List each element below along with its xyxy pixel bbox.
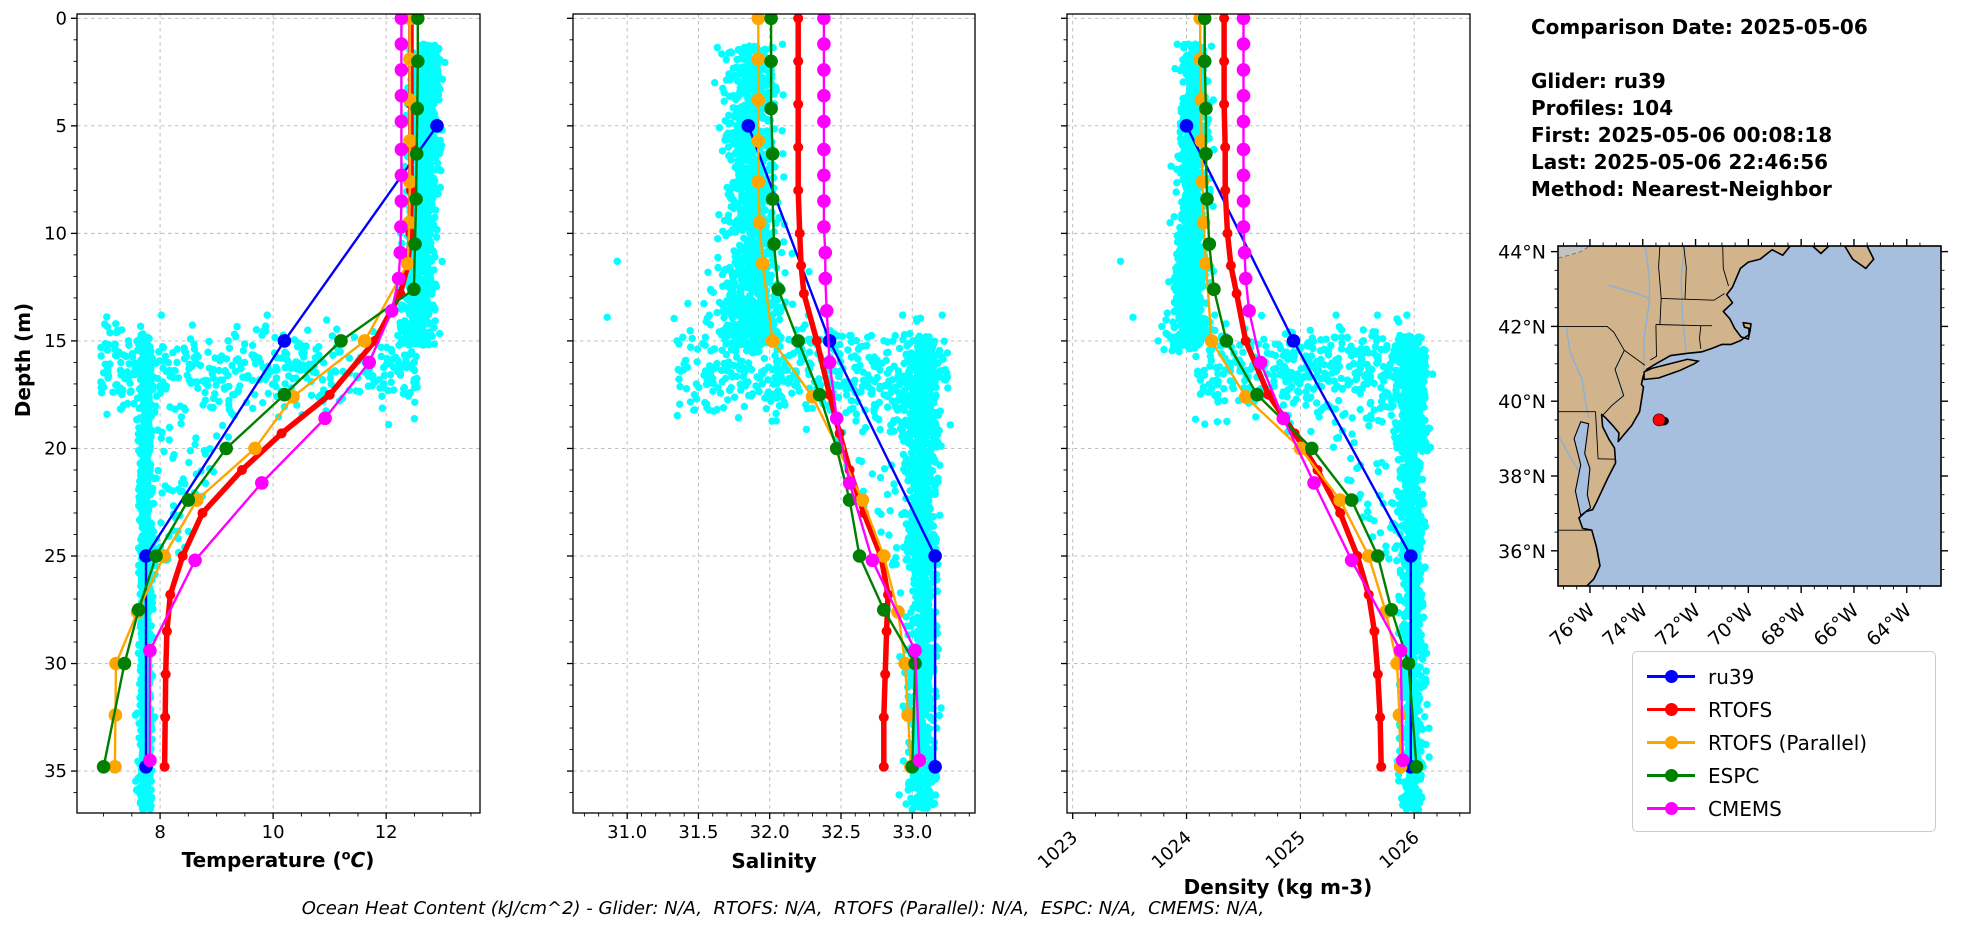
svg-text:5: 5 <box>56 116 67 137</box>
info-line: First: 2025-05-06 00:08:18 <box>1531 123 1833 147</box>
density-panel: 1023 1024 1025 1026 <box>1034 13 1471 873</box>
legend-item-rtofs: RTOFS <box>1647 693 1935 726</box>
legend-label: RTOFS (Parallel) <box>1708 730 1868 755</box>
legend-line-marker-icon <box>1647 769 1695 783</box>
series-ru39 <box>139 119 444 774</box>
svg-text:0: 0 <box>56 8 67 29</box>
map-river <box>1680 246 1687 353</box>
series-rtofs <box>793 14 893 772</box>
legend-line-marker-icon <box>1647 802 1695 816</box>
map-long-island <box>1643 358 1701 381</box>
legend-item-ru39: ru39 <box>1647 660 1935 693</box>
tick-labels: 8 10 12 0 5 10 15 20 25 30 35 <box>44 8 398 843</box>
series-ru39 <box>741 119 942 774</box>
series-espc <box>96 14 425 774</box>
panel-border <box>76 13 481 814</box>
series-rtofs-parallel- <box>751 14 918 774</box>
series-cmems <box>1236 14 1410 768</box>
legend-item-cmems: CMEMS <box>1647 792 1935 825</box>
map-border <box>1557 245 1942 587</box>
axis-ticks <box>1061 17 1461 819</box>
map-state-border <box>1722 246 1729 287</box>
legend-label: ESPC <box>1708 763 1760 788</box>
map-state-border <box>1661 293 1725 301</box>
comparison-info-panel: Comparison Date: 2025-05-06 Glider: ru39… <box>1531 14 1868 203</box>
salinity-panel: 31.0 31.5 32.0 32.5 33.0 <box>567 13 976 843</box>
legend: ru39 RTOFS RTOFS (Parallel) ESPC CMEMS <box>1632 651 1936 832</box>
axis-ticks <box>71 17 472 819</box>
svg-text:12: 12 <box>375 822 398 843</box>
info-line: Glider: ru39 <box>1531 69 1666 93</box>
temp-label-prefix: Temperature ( <box>181 848 342 872</box>
svg-text:10: 10 <box>262 822 285 843</box>
svg-text:20: 20 <box>44 438 67 459</box>
legend-label: CMEMS <box>1708 796 1782 821</box>
legend-line-marker-icon <box>1647 736 1695 750</box>
info-line: Method: Nearest-Neighbor <box>1531 177 1832 201</box>
svg-text:25: 25 <box>44 546 67 567</box>
map-river <box>1642 246 1650 374</box>
svg-text:8: 8 <box>154 822 165 843</box>
panel-border <box>572 13 976 814</box>
y-axis-label: Depth (m) <box>11 302 35 418</box>
axis-ticks <box>567 17 970 819</box>
x-axis-label-temperature: Temperature (oC) <box>128 848 428 872</box>
legend-label: RTOFS <box>1708 697 1773 722</box>
map-state-border <box>1595 411 1599 459</box>
svg-text:10: 10 <box>44 223 67 244</box>
series-cmems <box>817 14 927 768</box>
map-river <box>1558 434 1582 475</box>
svg-text:35: 35 <box>44 761 67 782</box>
temperature-panel: 8 10 12 0 5 10 15 20 25 30 35 <box>44 8 481 843</box>
info-line: Comparison Date: 2025-05-06 <box>1531 15 1868 39</box>
series-rtofs <box>1219 14 1387 772</box>
ocean-heat-content-note: Ocean Heat Content (kJ/cm^2) - Glider: N… <box>301 898 1265 919</box>
map-river <box>1608 284 1650 300</box>
svg-text:15: 15 <box>44 331 67 352</box>
map-state-border <box>1624 349 1646 366</box>
legend-item-espc: ESPC <box>1647 759 1935 792</box>
map-ticks <box>1551 239 1948 593</box>
temp-label-sup: o <box>341 848 351 864</box>
map-state-border <box>1659 298 1662 325</box>
panel-border <box>1066 13 1471 814</box>
svg-text:30: 30 <box>44 654 67 675</box>
tick-labels: 31.0 31.5 32.0 32.5 33.0 <box>607 822 932 843</box>
gridlines <box>77 14 480 813</box>
legend-label: ru39 <box>1708 664 1755 689</box>
map-river <box>1565 326 1590 419</box>
map-state-border <box>1683 246 1687 300</box>
glider-location-marker <box>1652 413 1666 427</box>
map-nova-scotia <box>1843 246 1875 270</box>
map-state-border <box>1602 350 1625 416</box>
map-state-border <box>1658 246 1662 299</box>
info-line <box>1531 41 1868 68</box>
legend-line-marker-icon <box>1647 670 1695 684</box>
map-canada <box>1558 246 1591 259</box>
location-map: 44°N42°N40°N38°N36°N76°W 74°W 72°W 70°W 68°W… <box>1498 239 1948 651</box>
temp-label-italic: C <box>350 848 366 872</box>
info-line: Last: 2025-05-06 22:46:56 <box>1531 150 1829 174</box>
x-axis-label-salinity: Salinity <box>731 849 817 873</box>
map-state-border <box>1699 325 1702 349</box>
info-line: Profiles: 104 <box>1531 96 1674 120</box>
map-state-border <box>1558 325 1625 351</box>
map-land <box>1558 246 1830 586</box>
temp-label-suffix: ) <box>365 848 375 872</box>
series-espc <box>1197 14 1424 774</box>
series-cmems <box>143 14 409 768</box>
legend-item-rtofs-parallel-: RTOFS (Parallel) <box>1647 726 1935 759</box>
legend-line-marker-icon <box>1647 703 1695 717</box>
series-espc <box>764 14 922 774</box>
map-state-border <box>1649 324 1657 361</box>
x-axis-label-density: Density (kg m-3) <box>1183 875 1373 899</box>
tick-labels: 1023 1024 1025 1026 <box>1034 827 1424 873</box>
map-chesapeake-bay <box>1573 421 1592 517</box>
